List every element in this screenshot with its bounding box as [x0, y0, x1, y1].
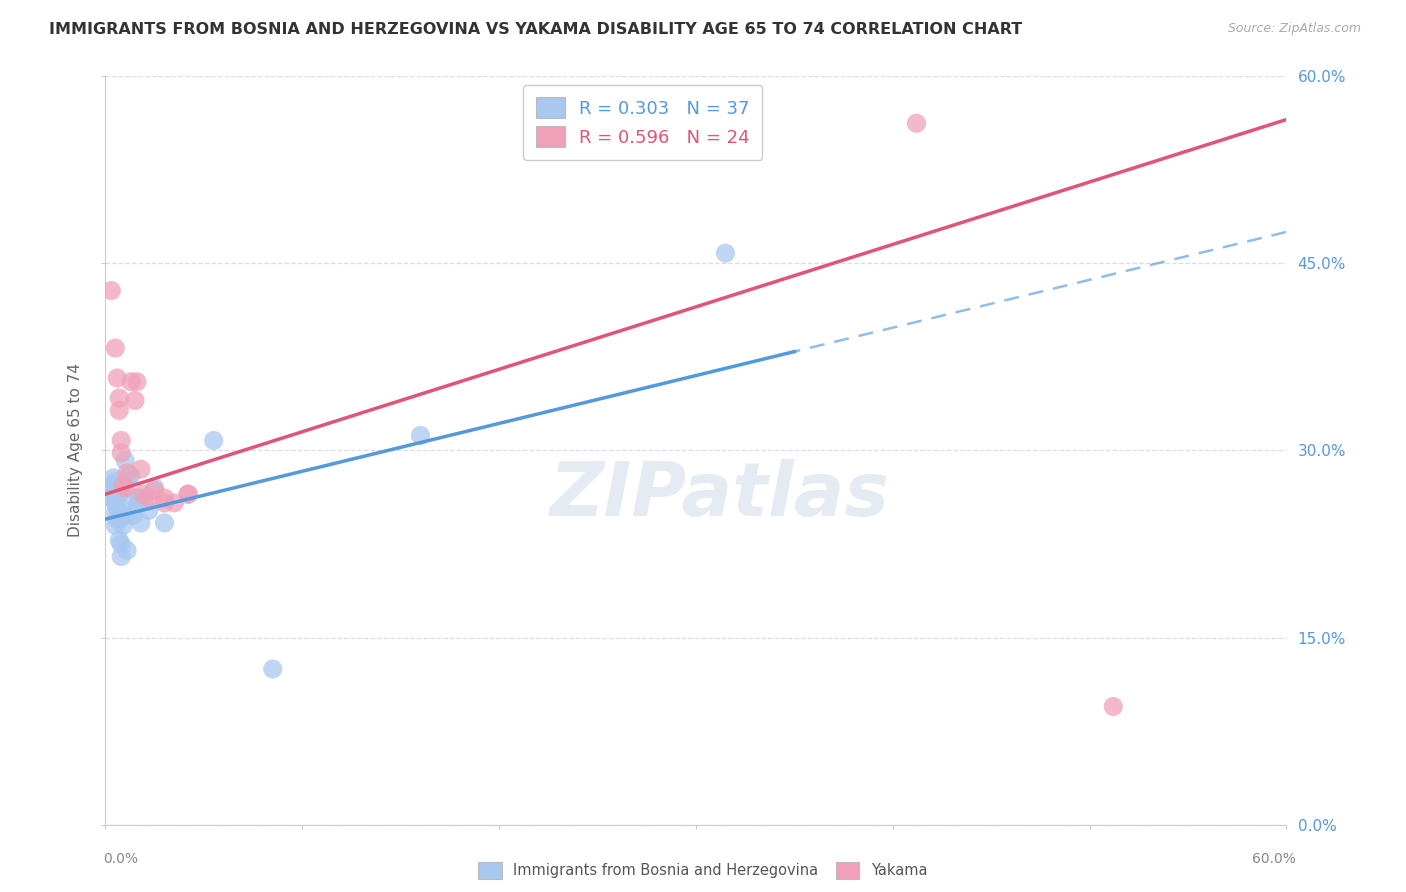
Point: [125, 375, 148, 389]
Point: [138, 491, 160, 505]
Point: [108, 403, 131, 417]
Point: [1102, 699, 1125, 714]
Text: ZIPatlas: ZIPatlas: [550, 458, 890, 532]
Text: IMMIGRANTS FROM BOSNIA AND HERZEGOVINA VS YAKAMA DISABILITY AGE 65 TO 74 CORRELA: IMMIGRANTS FROM BOSNIA AND HERZEGOVINA V…: [49, 22, 1022, 37]
Point: [124, 491, 146, 505]
Point: [134, 491, 156, 505]
Point: [118, 468, 141, 483]
Legend: R = 0.303   N = 37, R = 0.596   N = 24: R = 0.303 N = 37, R = 0.596 N = 24: [523, 85, 762, 160]
Point: [262, 662, 284, 676]
Point: [153, 491, 176, 505]
Point: [105, 371, 128, 385]
Point: [100, 284, 122, 298]
Point: [163, 496, 186, 510]
Point: [905, 116, 928, 130]
Point: [124, 393, 146, 408]
Point: [110, 434, 132, 448]
Point: [108, 391, 131, 405]
Point: [153, 516, 176, 530]
Point: [108, 512, 131, 526]
Text: Source: ZipAtlas.com: Source: ZipAtlas.com: [1227, 22, 1361, 36]
Point: [120, 468, 142, 483]
Point: [110, 481, 132, 495]
Point: [120, 375, 142, 389]
Point: [112, 478, 135, 492]
Point: [114, 481, 136, 495]
Point: [108, 487, 131, 501]
Point: [202, 434, 225, 448]
Point: [138, 503, 160, 517]
Text: 60.0%: 60.0%: [1253, 852, 1296, 866]
Point: [112, 518, 135, 533]
Point: [143, 481, 166, 495]
Point: [104, 341, 127, 355]
Point: [110, 446, 132, 460]
Point: [714, 246, 737, 260]
Point: [104, 518, 127, 533]
Point: [104, 506, 127, 520]
Point: [129, 516, 152, 530]
Legend: Immigrants from Bosnia and Herzegovina, Yakama: Immigrants from Bosnia and Herzegovina, …: [472, 856, 934, 885]
Point: [132, 487, 155, 501]
Point: [110, 537, 132, 551]
Point: [105, 512, 128, 526]
Point: [122, 508, 145, 523]
Point: [105, 500, 128, 514]
Y-axis label: Disability Age 65 to 74: Disability Age 65 to 74: [67, 363, 83, 538]
Point: [114, 453, 136, 467]
Point: [103, 483, 125, 498]
Point: [110, 549, 132, 564]
Point: [100, 491, 122, 505]
Point: [143, 483, 166, 498]
Point: [103, 471, 125, 485]
Point: [128, 491, 150, 505]
Point: [115, 543, 138, 558]
Point: [409, 428, 432, 442]
Point: [125, 499, 148, 513]
Point: [103, 478, 125, 492]
Point: [105, 491, 128, 505]
Point: [115, 466, 138, 480]
Point: [104, 475, 127, 489]
Point: [153, 496, 176, 510]
Point: [177, 487, 200, 501]
Text: 0.0%: 0.0%: [103, 852, 138, 866]
Point: [177, 487, 200, 501]
Point: [108, 533, 131, 548]
Point: [129, 462, 152, 476]
Point: [104, 496, 127, 510]
Point: [114, 508, 136, 523]
Point: [112, 503, 135, 517]
